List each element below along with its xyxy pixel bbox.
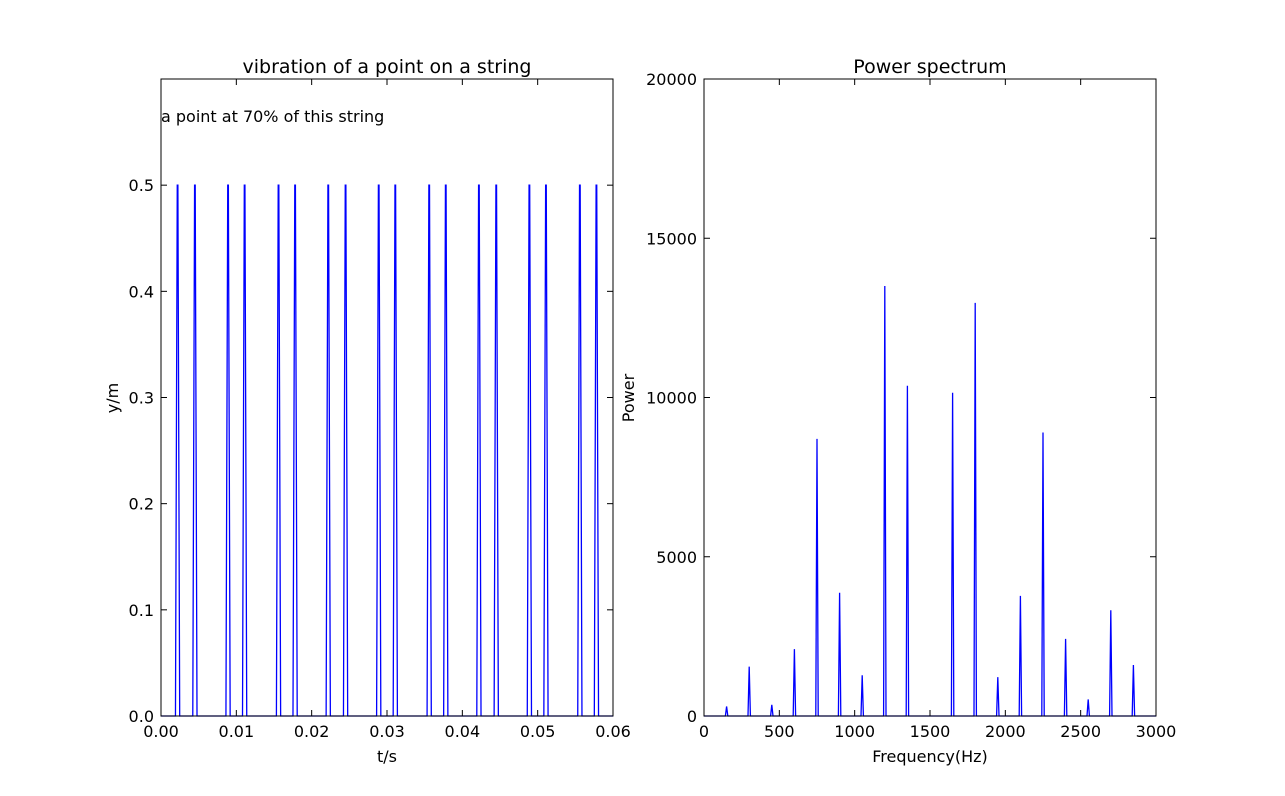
- vibration-chart: vibration of a point on a string 0.00 0.0…: [103, 56, 631, 766]
- spectrum-x-axis-label: Frequency(Hz): [872, 747, 988, 766]
- vibration-y-tick-label: 0.4: [129, 282, 154, 301]
- spectrum-tick-layer: 0 500 1000 1500 2000 2500 3000 0 5000 10000 15000 2…: [646, 70, 1176, 741]
- vibration-chart-title: vibration of a point on a string: [243, 56, 532, 78]
- spectrum-x-tick-label: 1500: [910, 722, 951, 741]
- spectrum-x-tick-label: 2000: [985, 722, 1026, 741]
- vibration-x-tick-label: 0.04: [445, 722, 481, 741]
- vibration-x-tick-label: 0.02: [294, 722, 330, 741]
- spectrum-x-tick-label: 500: [764, 722, 795, 741]
- vibration-annotation: a point at 70% of this string: [161, 107, 384, 126]
- vibration-tick-layer: 0.00 0.01 0.02 0.03 0.04 0.05 0.06 0.0 0.1 0.2 0.3…: [129, 79, 631, 741]
- vibration-y-tick-label: 0.5: [129, 176, 154, 195]
- spectrum-x-tick-label: 3000: [1136, 722, 1177, 741]
- spectrum-x-tick-label: 0: [699, 722, 709, 741]
- spectrum-y-tick-label: 10000: [646, 389, 697, 408]
- vibration-x-tick-label: 0.01: [219, 722, 255, 741]
- spectrum-y-tick-label: 5000: [656, 548, 697, 567]
- vibration-y-tick-label: 0.0: [129, 707, 154, 726]
- vibration-y-axis-label: y/m: [103, 383, 122, 413]
- spectrum-x-tick-label: 2500: [1060, 722, 1101, 741]
- spectrum-y-axis-label: Power: [619, 373, 638, 422]
- vibration-x-tick-label: 0.05: [520, 722, 556, 741]
- vibration-x-tick-label: 0.00: [143, 722, 179, 741]
- spectrum-y-tick-label: 20000: [646, 70, 697, 89]
- spectrum-chart: Power spectrum 0 500 1000 1500 2000 2500 30000…: [619, 56, 1176, 766]
- spectrum-chart-title: Power spectrum: [853, 56, 1006, 78]
- vibration-x-axis-label: t/s: [377, 747, 397, 766]
- vibration-y-tick-label: 0.2: [129, 495, 154, 514]
- spectrum-y-tick-label: 0: [687, 707, 697, 726]
- spectrum-x-tick-label: 1000: [834, 722, 875, 741]
- vibration-y-tick-label: 0.3: [129, 389, 154, 408]
- vibration-x-tick-label: 0.03: [369, 722, 405, 741]
- vibration-x-tick-label: 0.06: [595, 722, 631, 741]
- spectrum-y-tick-label: 15000: [646, 229, 697, 248]
- vibration-y-tick-label: 0.1: [129, 601, 154, 620]
